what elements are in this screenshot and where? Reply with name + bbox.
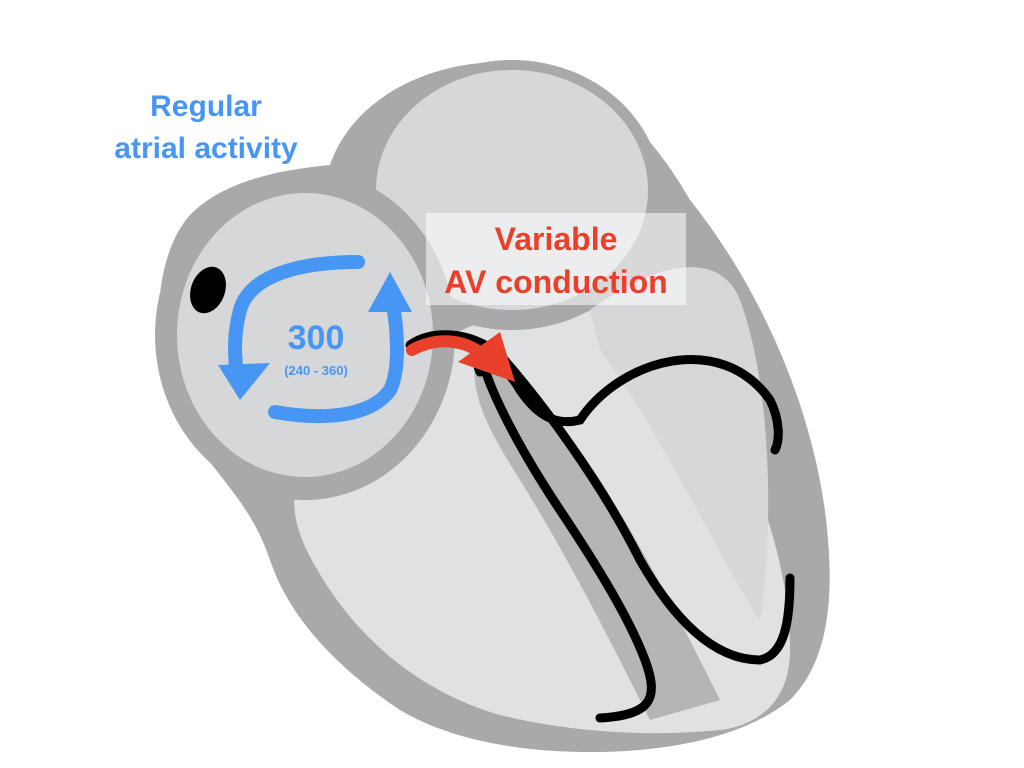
av-label-line2: AV conduction	[444, 264, 667, 300]
av-label-line1: Variable	[495, 221, 618, 257]
rate-range: (240 - 360)	[284, 363, 348, 378]
bundle-branch-left	[480, 365, 656, 723]
av-label-backdrop	[426, 213, 686, 305]
circular-arrows-icon	[218, 255, 412, 424]
right-lobe	[590, 267, 769, 620]
septum	[474, 360, 720, 720]
rate-value: 300	[288, 319, 345, 357]
curved-arrow-icon	[406, 332, 515, 382]
atrial-label-line2: atrial activity	[114, 132, 298, 165]
node-dot-icon	[190, 266, 226, 314]
atrial-label-line1: Regular	[150, 90, 262, 123]
conduction-pathway	[405, 330, 795, 665]
